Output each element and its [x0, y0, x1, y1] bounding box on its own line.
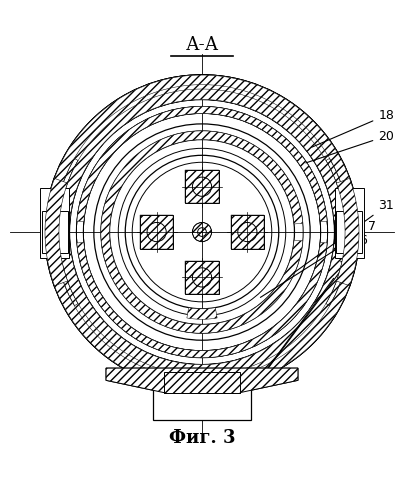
Text: 6: 6: [265, 234, 367, 373]
Polygon shape: [164, 372, 240, 393]
Text: 18: 18: [312, 109, 394, 147]
Polygon shape: [106, 368, 298, 393]
Polygon shape: [335, 189, 364, 258]
Polygon shape: [47, 258, 357, 389]
Text: А-А: А-А: [185, 36, 219, 54]
Bar: [336, 211, 362, 253]
Polygon shape: [53, 81, 351, 207]
Polygon shape: [106, 368, 298, 393]
Text: 3: 3: [238, 260, 346, 408]
Polygon shape: [187, 308, 217, 319]
Polygon shape: [59, 244, 345, 375]
Polygon shape: [46, 245, 358, 389]
Bar: [231, 216, 264, 249]
Polygon shape: [337, 178, 359, 286]
Text: Фиг. 3: Фиг. 3: [169, 429, 235, 447]
Bar: [185, 170, 219, 203]
Bar: [140, 216, 173, 249]
Polygon shape: [47, 75, 357, 206]
Bar: [185, 261, 219, 294]
Bar: [185, 170, 219, 203]
Polygon shape: [77, 243, 327, 358]
Text: 20: 20: [306, 130, 394, 163]
Polygon shape: [53, 257, 351, 383]
Polygon shape: [46, 75, 358, 219]
Text: 31: 31: [295, 200, 394, 272]
Bar: [42, 211, 68, 253]
Bar: [164, 372, 240, 393]
Bar: [153, 389, 251, 421]
Polygon shape: [66, 298, 338, 389]
Polygon shape: [101, 131, 303, 333]
Bar: [140, 216, 173, 249]
Bar: [185, 261, 219, 294]
Polygon shape: [77, 106, 327, 222]
Polygon shape: [59, 89, 345, 221]
Text: 7: 7: [261, 221, 376, 297]
Polygon shape: [66, 75, 338, 166]
Polygon shape: [40, 189, 69, 258]
Polygon shape: [45, 178, 67, 286]
Bar: [231, 216, 264, 249]
